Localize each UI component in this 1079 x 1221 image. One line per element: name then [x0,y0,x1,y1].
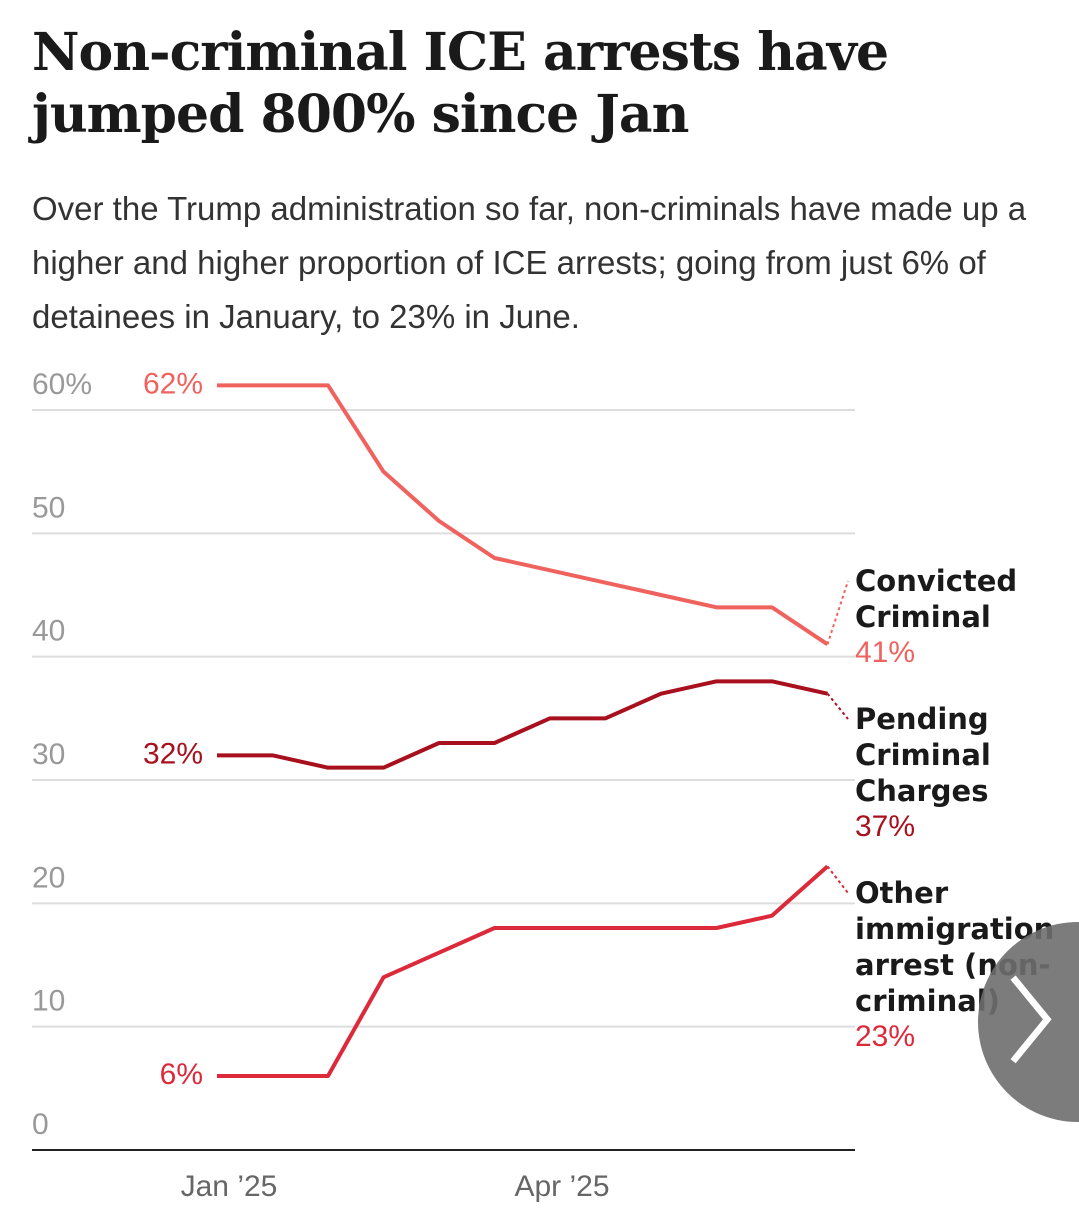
next-arrow [1010,975,1052,1064]
y-tick-label: 20 [32,861,65,894]
chart-subtitle: Over the Trump administration so far, no… [32,190,1027,335]
legend-connector [826,580,849,645]
y-tick-label: 50 [32,491,65,524]
y-tick-label: 0 [32,1108,49,1141]
legend-connector [826,693,849,720]
legend-entry: Pending Criminal Charges 37% [855,701,1055,845]
start-label: 6% [160,1058,203,1091]
legend-connector [826,865,849,894]
legend-label: Pending Criminal Charges [855,702,991,808]
end-label: 41% [855,636,916,669]
series-line [217,383,829,646]
y-tick-label: 10 [32,985,65,1018]
start-label: 32% [143,737,203,770]
x-tick-label: Apr ’25 [514,1170,609,1203]
legend-label: Convicted Criminal [855,564,1018,634]
start-label: 62% [143,367,203,400]
chart-title: Non-criminal ICE arrests have jumped 800… [32,22,889,145]
series-line [217,679,828,770]
end-label: 37% [855,810,916,843]
series-line [217,864,829,1078]
y-tick-label: 40 [32,615,65,648]
y-tick-label: 60% [32,368,92,401]
y-tick-label: 30 [32,738,65,771]
x-tick-label: Jan ’25 [181,1170,278,1203]
end-label: 23% [855,1020,916,1053]
legend-entry: Convicted Criminal 41% [855,563,1055,671]
